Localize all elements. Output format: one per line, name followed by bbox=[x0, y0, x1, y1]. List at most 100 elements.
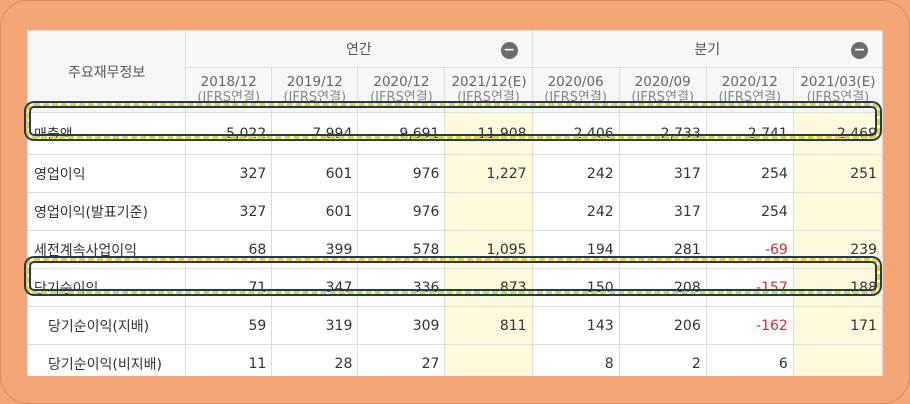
table-row: 영업이익 327 601 976 1,227 242 317 254 251 bbox=[27, 154, 883, 193]
value-cell: 11,908 bbox=[444, 112, 533, 155]
period-header: 2021/03(E) (IFRS연결) bbox=[792, 67, 883, 113]
quarterly-group-header: 분기 − bbox=[531, 30, 883, 68]
value-cell: 327 bbox=[185, 154, 273, 193]
value-cell: 976 bbox=[357, 192, 446, 231]
financial-summary-card: 주요재무정보 연간 − 분기 − 2018/12 (IFRS연결) 2019/12(… bbox=[27, 30, 883, 376]
value-cell: 171 bbox=[792, 306, 883, 345]
value-cell: 9,691 bbox=[357, 112, 446, 155]
value-cell: -157 bbox=[705, 268, 794, 307]
period-date: 2020/12 bbox=[373, 74, 430, 90]
value-cell: -69 bbox=[705, 230, 794, 269]
row-label: 영업이익(발표기준) bbox=[27, 192, 187, 231]
period-header: 2020/06 (IFRS연결) bbox=[531, 67, 620, 113]
period-basis: (IFRS연결) bbox=[457, 90, 520, 105]
value-cell: 578 bbox=[357, 230, 446, 269]
table-row: 매출액 5,022 7,994 9,691 11,908 2,406 2,733 2,741 2… bbox=[27, 112, 883, 155]
value-cell: 150 bbox=[531, 268, 620, 307]
period-header: 2020/12 (IFRS연결) bbox=[357, 67, 446, 113]
value-cell: 28 bbox=[271, 344, 359, 376]
value-cell: 601 bbox=[271, 154, 359, 193]
period-basis: (IFRS연결) bbox=[718, 90, 782, 105]
period-basis: (IFRS연결) bbox=[631, 90, 695, 105]
row-label: 세전계속사업이익 bbox=[27, 230, 187, 269]
value-cell: 59 bbox=[185, 306, 273, 345]
table-row: 영업이익(발표기준) 327 601 976 242 317 254 bbox=[27, 192, 883, 231]
period-date: 2018/12 bbox=[200, 74, 257, 90]
table-row: 당기순이익(지배) 59 319 309 811 143 206 -162 171 bbox=[27, 306, 883, 345]
value-cell: 239 bbox=[792, 230, 883, 269]
value-cell: 188 bbox=[792, 268, 883, 307]
corner-header: 주요재무정보 bbox=[27, 30, 187, 113]
period-basis: (IFRS연결) bbox=[806, 90, 870, 105]
value-cell: 281 bbox=[618, 230, 707, 269]
value-cell: 8 bbox=[531, 344, 620, 376]
value-cell: 254 bbox=[705, 192, 794, 231]
table-row: 세전계속사업이익 68 399 578 1,095 194 281 -69 239 bbox=[27, 230, 883, 269]
financial-table: 주요재무정보 연간 − 분기 − 2018/12 (IFRS연결) 2019/12(… bbox=[27, 30, 883, 376]
value-cell: 2,469 bbox=[792, 112, 883, 155]
value-cell: 336 bbox=[357, 268, 446, 307]
table-row: 당기순이익 71 347 336 873 150 208 -157 188 bbox=[27, 268, 883, 307]
value-cell: 6 bbox=[705, 344, 794, 376]
period-date: 2021/03(E) bbox=[800, 74, 876, 90]
value-cell: 1,095 bbox=[444, 230, 533, 269]
period-header: 2019/12 (IFRS연결) bbox=[271, 67, 359, 113]
value-cell: 319 bbox=[271, 306, 359, 345]
value-cell bbox=[444, 344, 533, 376]
row-label: 당기순이익 bbox=[27, 268, 187, 307]
value-cell: 1,227 bbox=[444, 154, 533, 193]
value-cell: 399 bbox=[271, 230, 359, 269]
period-date: 2020/12 bbox=[721, 74, 778, 90]
value-cell: 601 bbox=[271, 192, 359, 231]
value-cell: 254 bbox=[705, 154, 794, 193]
period-date: 2019/12 bbox=[286, 74, 343, 90]
value-cell: 71 bbox=[185, 268, 273, 307]
period-date: 2021/12(E) bbox=[451, 74, 527, 90]
value-cell: 2,733 bbox=[618, 112, 707, 155]
value-cell: 206 bbox=[618, 306, 707, 345]
value-cell: 242 bbox=[531, 192, 620, 231]
row-label: 당기순이익(지배) bbox=[27, 306, 187, 345]
value-cell: 251 bbox=[792, 154, 883, 193]
period-basis: (IFRS연결) bbox=[544, 90, 607, 105]
value-cell: -162 bbox=[705, 306, 794, 345]
period-header: 2021/12(E) (IFRS연결) bbox=[444, 67, 533, 113]
quarterly-group-label: 분기 bbox=[694, 42, 721, 58]
annual-group-label: 연간 bbox=[345, 42, 372, 58]
value-cell: 2 bbox=[618, 344, 707, 376]
value-cell: 194 bbox=[531, 230, 620, 269]
value-cell: 7,994 bbox=[271, 112, 359, 155]
period-date: 2020/09 bbox=[634, 74, 691, 90]
value-cell bbox=[444, 192, 533, 231]
value-cell: 347 bbox=[271, 268, 359, 307]
value-cell: 5,022 bbox=[185, 112, 273, 155]
period-header: 2020/09 (IFRS연결) bbox=[618, 67, 707, 113]
period-basis: (IFRS연결) bbox=[283, 90, 347, 105]
value-cell: 11 bbox=[185, 344, 273, 376]
period-header: 2020/12 (IFRS연결) bbox=[705, 67, 794, 113]
value-cell: 2,406 bbox=[531, 112, 620, 155]
table-row: 당기순이익(비지배) 11 28 27 8 2 6 bbox=[27, 344, 883, 376]
value-cell: 143 bbox=[531, 306, 620, 345]
row-label: 영업이익 bbox=[27, 154, 187, 193]
row-label: 매출액 bbox=[27, 112, 187, 155]
value-cell bbox=[792, 344, 883, 376]
period-date: 2020/06 bbox=[547, 74, 604, 90]
value-cell: 242 bbox=[531, 154, 620, 193]
value-cell: 2,741 bbox=[705, 112, 794, 155]
annual-collapse-icon[interactable]: − bbox=[500, 42, 518, 59]
value-cell: 27 bbox=[357, 344, 446, 376]
value-cell: 811 bbox=[444, 306, 533, 345]
value-cell bbox=[792, 192, 883, 231]
value-cell: 873 bbox=[444, 268, 533, 307]
value-cell: 317 bbox=[618, 154, 707, 193]
value-cell: 327 bbox=[185, 192, 273, 231]
period-basis: (IFRS연결) bbox=[197, 90, 261, 105]
annual-group-header: 연간 − bbox=[185, 30, 533, 68]
value-cell: 317 bbox=[618, 192, 707, 231]
value-cell: 208 bbox=[618, 268, 707, 307]
row-label: 당기순이익(비지배) bbox=[27, 344, 187, 376]
value-cell: 976 bbox=[357, 154, 446, 193]
quarterly-collapse-icon[interactable]: − bbox=[851, 42, 868, 59]
value-cell: 68 bbox=[185, 230, 273, 269]
